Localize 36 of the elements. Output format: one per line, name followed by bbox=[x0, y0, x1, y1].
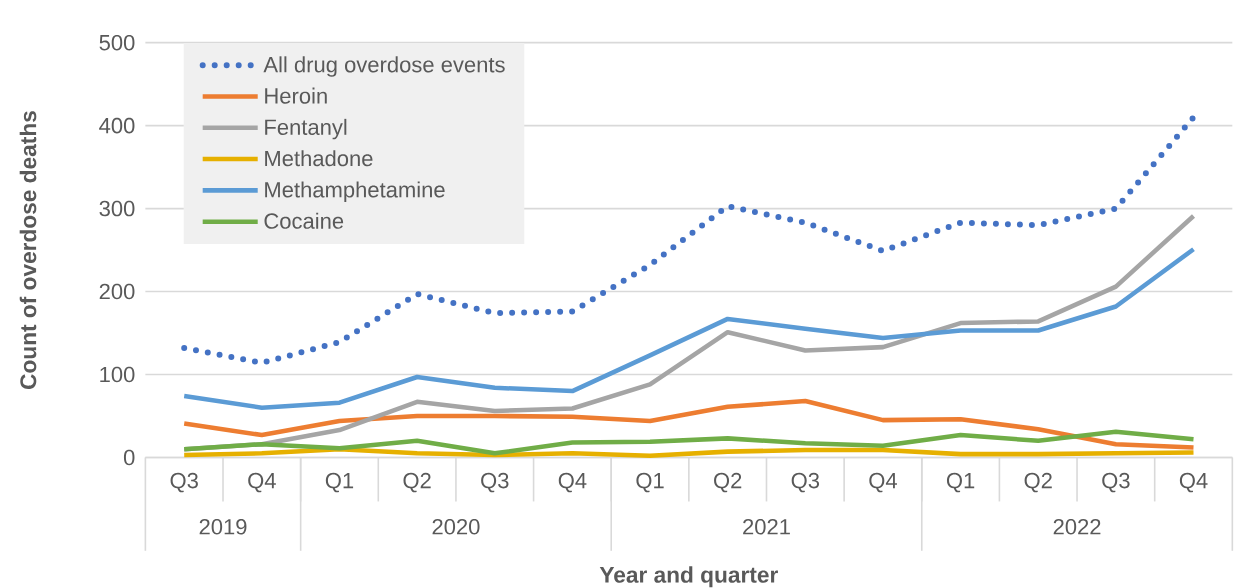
y-tick-label: 300 bbox=[99, 200, 135, 217]
x-tick-label: Q3 bbox=[481, 472, 509, 493]
text: 2022 bbox=[1053, 518, 1101, 535]
x-tick-label: Q2 bbox=[1024, 472, 1052, 493]
text: 2019 bbox=[199, 518, 247, 535]
y-tick-label: 0 bbox=[123, 449, 135, 466]
x-tick-label: Q1 bbox=[325, 472, 354, 493]
x-tick-label: Q4 bbox=[869, 472, 897, 493]
legend-label: All drug overdose events bbox=[263, 56, 505, 77]
legend-label: Cocaine bbox=[264, 212, 344, 229]
legend-label: Methamphetamine bbox=[265, 181, 445, 202]
x-axis-title: Year and quarter bbox=[599, 566, 778, 588]
y-tick-label: 100 bbox=[100, 366, 135, 383]
x-tick-label: Q3 bbox=[170, 472, 198, 493]
y-tick-label: 500 bbox=[99, 34, 135, 51]
x-tick-label: Q4 bbox=[558, 472, 587, 493]
line-series bbox=[181, 446, 1196, 458]
x-tick-label: Q1 bbox=[946, 472, 975, 493]
x-tick-label: Q1 bbox=[636, 472, 664, 493]
x-tick-label: Q4 bbox=[248, 472, 276, 493]
text: 2021 bbox=[743, 518, 790, 535]
x-tick-label: Q3 bbox=[791, 472, 820, 493]
y-tick-label: 200 bbox=[99, 283, 135, 300]
line-series bbox=[181, 398, 1196, 450]
y-axis-title: Count of overdose deaths bbox=[19, 111, 37, 389]
x-tick-label: Q3 bbox=[1102, 472, 1130, 493]
x-tick-label: Q2 bbox=[403, 472, 431, 493]
legend-label: Methadone bbox=[265, 150, 373, 167]
line-series bbox=[181, 246, 1196, 410]
y-tick-label: 400 bbox=[99, 117, 135, 134]
text: 2020 bbox=[432, 518, 480, 535]
line-series bbox=[181, 429, 1196, 456]
legend-label: Fentanyl bbox=[265, 118, 347, 140]
x-tick-label: Q4 bbox=[1179, 472, 1208, 493]
x-tick-label: Q2 bbox=[714, 472, 742, 493]
legend-label: Heroin bbox=[265, 87, 327, 104]
